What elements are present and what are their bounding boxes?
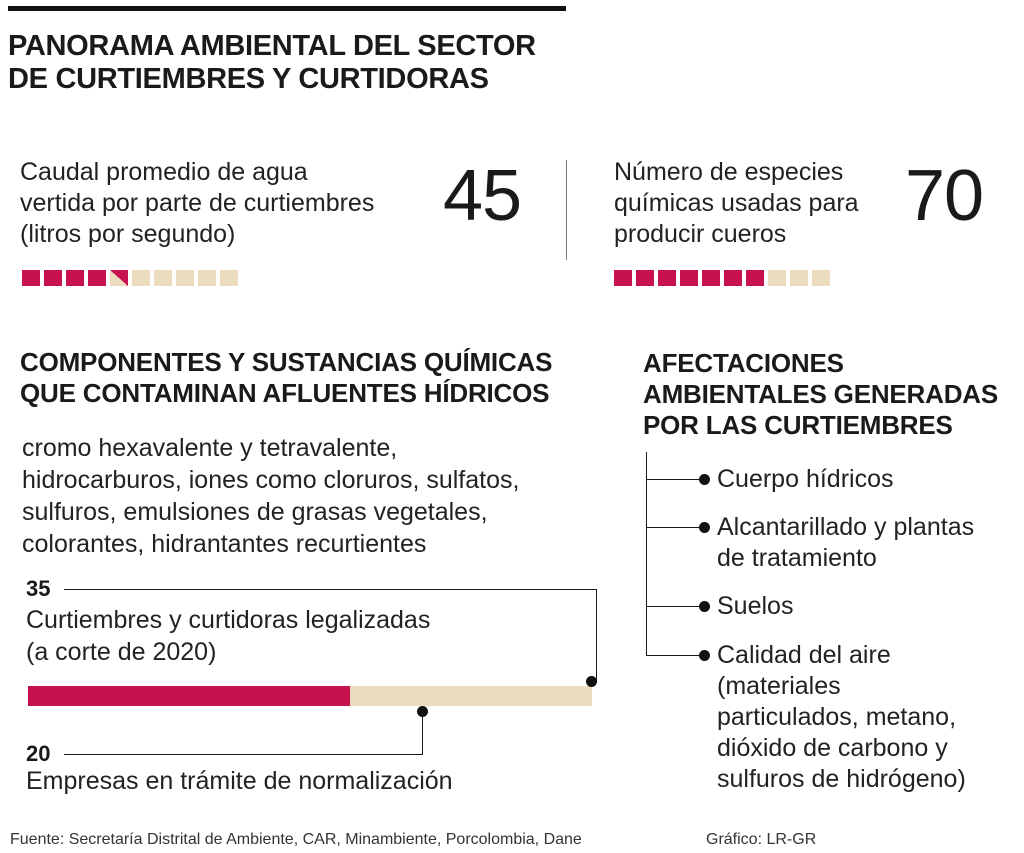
components-text: cromo hexavalente y tetravalente, hidroc…	[22, 434, 520, 558]
square-filled	[636, 270, 654, 286]
square-empty	[812, 270, 830, 286]
stats-divider	[566, 160, 567, 260]
square-filled	[746, 270, 764, 286]
stat-species-value: 70	[905, 156, 984, 236]
square-half	[110, 270, 128, 286]
page-title: PANORAMA AMBIENTAL DEL SECTOR DE CURTIEM…	[8, 30, 536, 95]
square-filled	[88, 270, 106, 286]
stat-water-value: 45	[443, 156, 522, 236]
square-filled	[724, 270, 742, 286]
afect-branch-3	[646, 606, 704, 607]
square-empty	[220, 270, 238, 286]
stat-water-squares	[22, 270, 238, 286]
square-empty	[790, 270, 808, 286]
legal-leader-drop	[596, 589, 597, 681]
square-filled	[44, 270, 62, 286]
square-empty	[176, 270, 194, 286]
pending-count: 20	[26, 741, 51, 766]
pending-bar-fill	[28, 686, 350, 706]
square-empty	[154, 270, 172, 286]
square-filled	[680, 270, 698, 286]
square-empty	[132, 270, 150, 286]
square-filled	[658, 270, 676, 286]
square-filled	[22, 270, 40, 286]
legal-leader-line	[64, 589, 597, 590]
pending-label: Empresas en trámite de normalización	[26, 767, 453, 795]
stat-water-label: Caudal promedio de agua vertida por part…	[20, 158, 375, 248]
afect-bullet-3	[699, 601, 710, 612]
square-filled	[614, 270, 632, 286]
graphic-credit: Gráfico: LR-GR	[706, 831, 817, 848]
afect-branch-1	[646, 479, 704, 480]
stat-species-squares	[614, 270, 830, 286]
square-empty	[198, 270, 216, 286]
square-filled	[66, 270, 84, 286]
afect-bullet-4	[699, 650, 710, 661]
pending-leader-drop	[422, 711, 423, 755]
afectaciones-trunk	[646, 452, 647, 656]
square-filled	[702, 270, 720, 286]
afect-item-air: Calidad del aire (materiales particulado…	[717, 641, 966, 793]
afectaciones-heading: AFECTACIONES AMBIENTALES GENERADAS POR L…	[643, 348, 999, 440]
afect-item-water: Cuerpo hídricos	[717, 465, 894, 493]
legal-label: Curtiembres y curtidoras legalizadas (a …	[26, 606, 431, 666]
afect-item-soil: Suelos	[717, 592, 794, 620]
pending-leader-line	[64, 754, 423, 755]
legal-count: 35	[26, 576, 51, 601]
top-rule	[8, 6, 566, 11]
afect-bullet-2	[699, 522, 710, 533]
afect-branch-4	[646, 655, 704, 656]
afect-branch-2	[646, 527, 704, 528]
stat-species-label: Número de especies químicas usadas para …	[614, 158, 859, 248]
companies-bar	[28, 686, 592, 706]
afect-bullet-1	[699, 474, 710, 485]
afect-item-sewer: Alcantarillado y plantas de tratamiento	[717, 513, 975, 572]
components-heading: COMPONENTES Y SUSTANCIAS QUÍMICAS QUE CO…	[20, 347, 553, 408]
legal-marker-dot	[586, 676, 597, 687]
square-empty	[768, 270, 786, 286]
source-note: Fuente: Secretaría Distrital de Ambiente…	[10, 831, 582, 848]
